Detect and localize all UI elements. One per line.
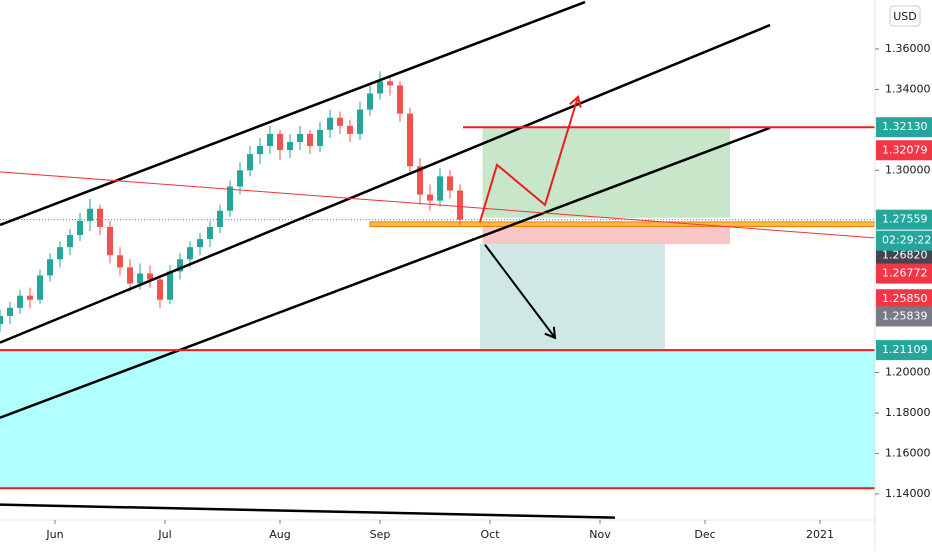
- candle-body: [197, 239, 203, 248]
- candle-body: [337, 117, 343, 126]
- price-tag: [876, 140, 932, 161]
- price-tag-label: 1.27559: [882, 213, 928, 226]
- candle-body: [47, 259, 53, 276]
- x-tick-label: Dec: [694, 528, 715, 541]
- candle-body: [207, 226, 213, 240]
- price-tag-label: 1.32130: [882, 120, 928, 133]
- candle-body: [57, 247, 63, 260]
- candle-body: [217, 210, 223, 227]
- candle-body: [317, 129, 323, 147]
- candle-body: [257, 146, 263, 155]
- price-tag-label: 1.25839: [882, 309, 928, 322]
- plot: [0, 0, 876, 519]
- zone: [0, 350, 875, 489]
- arrow: [479, 96, 579, 223]
- candle-body: [397, 85, 403, 114]
- price-tag-label: 1.32079: [882, 143, 928, 156]
- candle-body: [117, 255, 123, 268]
- candle-body: [177, 259, 183, 272]
- price-tag: [876, 289, 932, 310]
- trend-line: [0, 23, 771, 344]
- x-tick-label: Jul: [157, 528, 171, 541]
- price-tag: [876, 340, 932, 361]
- zone: [482, 223, 730, 245]
- candle-body: [167, 271, 173, 300]
- arrow-head: [569, 95, 582, 108]
- candle-body: [247, 154, 253, 171]
- price-tag: [876, 209, 932, 230]
- price-tag-label: 1.21109: [882, 343, 928, 356]
- countdown: 02:29:22: [882, 234, 931, 247]
- candle-body: [417, 166, 423, 195]
- zone: [369, 221, 876, 228]
- candle-body: [237, 170, 243, 187]
- candle-body: [457, 190, 463, 220]
- countdown-bg: [876, 230, 932, 251]
- candle-body: [357, 109, 363, 134]
- y-tick-label: 1.36000: [885, 42, 931, 55]
- trend-line: [0, 503, 616, 519]
- candle-body: [387, 81, 393, 86]
- candle-body: [157, 279, 163, 300]
- y-tick-label: 1.14000: [885, 487, 931, 500]
- candle-body: [267, 133, 273, 147]
- x-tick-label: Aug: [269, 528, 290, 541]
- y-tick-label: 1.20000: [885, 366, 931, 379]
- candle-body: [27, 295, 33, 300]
- candle-body: [107, 226, 113, 256]
- candle-body: [427, 194, 433, 201]
- candle-body: [307, 133, 313, 147]
- candle-body: [97, 208, 103, 227]
- candle-body: [187, 247, 193, 260]
- candle-body: [7, 307, 13, 316]
- currency: USD: [893, 10, 917, 23]
- x-tick-label: Jun: [45, 528, 63, 541]
- trend-line: [0, 171, 876, 239]
- candle-body: [127, 267, 133, 284]
- candle-body: [327, 117, 333, 130]
- candle-body: [227, 186, 233, 211]
- candle-body: [17, 295, 23, 308]
- candle-body: [407, 113, 413, 167]
- candle-body: [347, 125, 353, 134]
- candle-body: [287, 141, 293, 151]
- candle-body: [367, 93, 373, 110]
- price-tag: [876, 263, 932, 284]
- y-tick-label: 1.16000: [885, 446, 931, 459]
- candle-body: [37, 275, 43, 300]
- candle-body: [277, 133, 283, 151]
- candle-body: [147, 273, 153, 280]
- x-tick-label: 2021: [806, 528, 834, 541]
- candle-body: [137, 273, 143, 284]
- trend-line: [0, 126, 771, 419]
- candle-body: [87, 208, 93, 221]
- price-tag: [876, 306, 932, 327]
- currency-box: [889, 5, 921, 27]
- x-tick-label: Nov: [589, 528, 611, 541]
- y-tick-label: 1.18000: [885, 406, 931, 419]
- price-tag-label: 1.26772: [882, 267, 928, 280]
- candle-body: [377, 81, 383, 94]
- candle-body: [77, 220, 83, 236]
- x-tick-label: Oct: [480, 528, 500, 541]
- x-tick-label: Sep: [370, 528, 391, 541]
- zone: [482, 127, 730, 218]
- price-tag-label: 1.25850: [882, 292, 928, 305]
- zone: [480, 244, 665, 351]
- arrow: [484, 244, 556, 339]
- candle-body: [437, 176, 443, 201]
- price-tag-label: 1.26820: [882, 249, 928, 262]
- price-tag: [876, 117, 932, 138]
- y-tick-label: 1.34000: [885, 82, 931, 95]
- candle-body: [297, 133, 303, 142]
- candle-body: [447, 176, 453, 191]
- arrow-head: [544, 326, 557, 340]
- trend-line: [0, 0, 586, 227]
- candle-body: [67, 235, 73, 248]
- candle-body: [0, 315, 3, 325]
- y-tick-label: 1.30000: [885, 163, 931, 176]
